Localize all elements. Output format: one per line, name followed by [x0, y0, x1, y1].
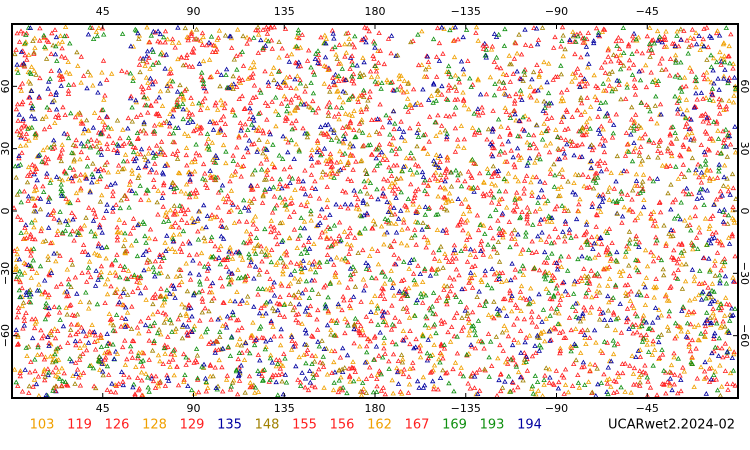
- legend-entry: 155: [292, 418, 317, 433]
- x-tick-label: 90: [187, 402, 201, 415]
- y-tick-label: 60: [738, 79, 750, 93]
- legend-entry: 162: [367, 418, 392, 433]
- legend-entry: 148: [255, 418, 280, 433]
- y-tick-label: 60: [0, 79, 12, 93]
- y-tick-label: −60: [738, 324, 750, 347]
- marker-group: [13, 24, 738, 397]
- legend-entry: 129: [180, 418, 205, 433]
- occultation-markers: [11, 24, 739, 398]
- legend-entry: 194: [517, 418, 542, 433]
- y-tick-label: −60: [0, 324, 12, 347]
- x-tick-label: 90: [187, 5, 201, 18]
- y-tick-label: 30: [0, 142, 12, 156]
- y-tick-label: −30: [738, 262, 750, 285]
- legend-entry: 126: [105, 418, 130, 433]
- x-tick-label: 45: [96, 402, 110, 415]
- y-tick-label: −30: [0, 262, 12, 285]
- legend-entry: 128: [142, 418, 167, 433]
- marker-group: [11, 24, 738, 398]
- x-tick-label: −90: [545, 402, 568, 415]
- x-tick-label: 45: [96, 5, 110, 18]
- marker-group: [11, 25, 739, 397]
- marker-group: [13, 24, 739, 398]
- legend-entry: 103: [30, 418, 55, 433]
- legend-entry: 193: [480, 418, 505, 433]
- x-tick-label: −45: [636, 402, 659, 415]
- map-title: UCARwet2.2024-02: [608, 418, 735, 433]
- x-tick-label: 180: [365, 402, 386, 415]
- legend-entry: 169: [442, 418, 467, 433]
- marker-group: [14, 24, 738, 398]
- legend-entry: 135: [217, 418, 242, 433]
- marker-group: [12, 24, 739, 398]
- x-tick-label: −135: [451, 5, 481, 18]
- y-tick-label: 0: [738, 208, 750, 215]
- legend-entry: 167: [405, 418, 430, 433]
- x-tick-label: −90: [545, 5, 568, 18]
- legend: 103 119 126 128 129 135 148 155 156 162 167 169 193 1…: [30, 418, 542, 433]
- marker-group: [13, 24, 736, 398]
- y-tick-label: 0: [0, 208, 12, 215]
- marker-group: [12, 25, 738, 395]
- x-tick-label: 135: [274, 402, 295, 415]
- legend-entry: 156: [330, 418, 355, 433]
- x-tick-label: −45: [636, 5, 659, 18]
- x-tick-label: 135: [274, 5, 295, 18]
- y-tick-label: 30: [738, 142, 750, 156]
- x-tick-label: −135: [451, 402, 481, 415]
- legend-entry: 119: [67, 418, 92, 433]
- marker-group: [15, 25, 738, 397]
- x-tick-label: 180: [365, 5, 386, 18]
